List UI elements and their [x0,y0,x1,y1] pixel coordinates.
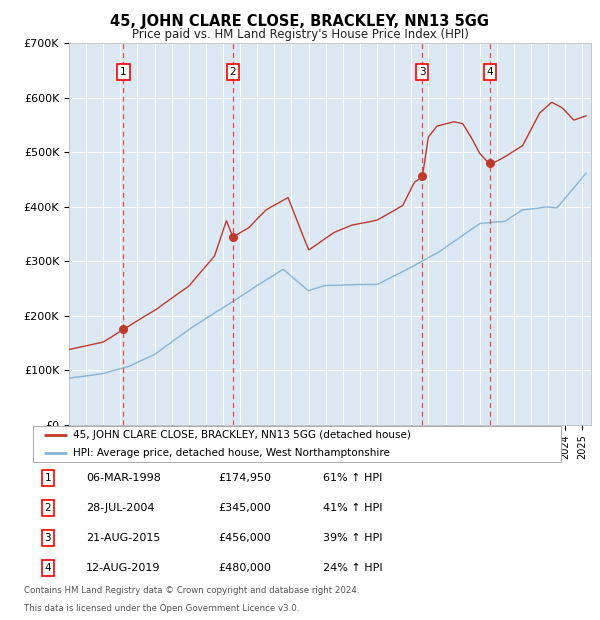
Text: 3: 3 [419,67,425,77]
Text: 4: 4 [44,564,51,574]
Text: £345,000: £345,000 [218,503,271,513]
Text: Price paid vs. HM Land Registry's House Price Index (HPI): Price paid vs. HM Land Registry's House … [131,28,469,41]
Text: £456,000: £456,000 [218,533,271,543]
Text: £174,950: £174,950 [218,473,271,483]
Text: 2: 2 [44,503,51,513]
Text: 2: 2 [229,67,236,77]
Text: 39% ↑ HPI: 39% ↑ HPI [323,533,383,543]
Text: 1: 1 [44,473,51,483]
Text: 06-MAR-1998: 06-MAR-1998 [86,473,161,483]
Text: 24% ↑ HPI: 24% ↑ HPI [323,564,383,574]
Text: 12-AUG-2019: 12-AUG-2019 [86,564,160,574]
Text: Contains HM Land Registry data © Crown copyright and database right 2024.: Contains HM Land Registry data © Crown c… [24,586,359,595]
Text: 45, JOHN CLARE CLOSE, BRACKLEY, NN13 5GG: 45, JOHN CLARE CLOSE, BRACKLEY, NN13 5GG [110,14,490,29]
Text: This data is licensed under the Open Government Licence v3.0.: This data is licensed under the Open Gov… [24,603,299,613]
Text: £480,000: £480,000 [218,564,271,574]
Text: 41% ↑ HPI: 41% ↑ HPI [323,503,383,513]
Text: 28-JUL-2004: 28-JUL-2004 [86,503,154,513]
Text: 45, JOHN CLARE CLOSE, BRACKLEY, NN13 5GG (detached house): 45, JOHN CLARE CLOSE, BRACKLEY, NN13 5GG… [73,430,410,440]
Text: 21-AUG-2015: 21-AUG-2015 [86,533,160,543]
Text: 61% ↑ HPI: 61% ↑ HPI [323,473,383,483]
Text: 4: 4 [487,67,494,77]
Text: HPI: Average price, detached house, West Northamptonshire: HPI: Average price, detached house, West… [73,448,389,458]
Text: 3: 3 [44,533,51,543]
Text: 1: 1 [120,67,127,77]
